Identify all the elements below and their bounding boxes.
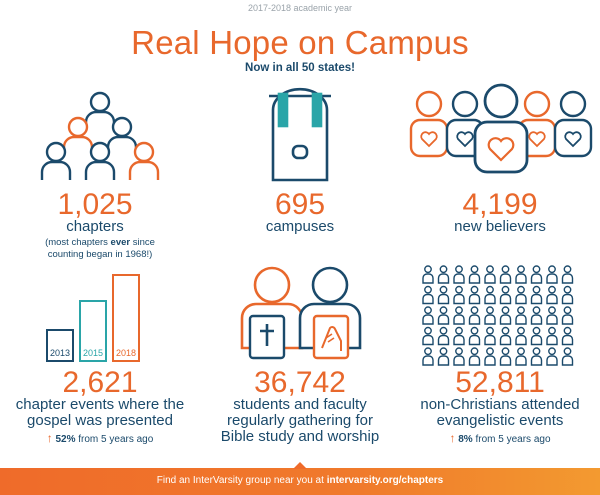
crowd-person-icon (561, 347, 574, 366)
crowd-person-icon (453, 265, 465, 284)
crowd-person-icon (468, 285, 481, 305)
crowd-person-icon (499, 306, 512, 325)
crowd-person-icon (484, 306, 496, 325)
believers-label: new believers (454, 218, 546, 235)
crowd-person-icon (484, 326, 496, 346)
backpack-icon (269, 87, 331, 182)
bar-label-2018: 2018 (115, 348, 137, 358)
crowd-person-icon (484, 285, 496, 305)
footer-notch (293, 462, 307, 469)
crowd-person-icon (484, 347, 496, 366)
people-group-icon (40, 91, 160, 180)
crowd-person-icon (453, 347, 465, 366)
bar-2015: 2015 (79, 300, 107, 362)
bar-label-2013: 2013 (49, 348, 71, 358)
crowd-person-icon (437, 326, 450, 346)
crowd-person-icon (437, 306, 450, 325)
chapters-count: 1,025 (57, 188, 133, 221)
crowd-person-icon (422, 347, 434, 366)
academic-year: 2017-2018 academic year (247, 3, 353, 13)
students-label-line3: Bible study and worship (220, 428, 380, 445)
crowd-person-icon (468, 347, 481, 366)
footer-text: Find an InterVarsity group near you at i… (156, 475, 444, 486)
crowd-person-icon (515, 326, 527, 346)
students-label-line1: students and faculty (233, 396, 367, 413)
bible-praying-hands-icon (240, 266, 362, 360)
crowd-icon (422, 265, 574, 366)
events-count: 2,621 (62, 366, 138, 399)
heart-people-icon (409, 83, 593, 174)
crowd-person-icon (437, 265, 450, 284)
crowd-person-icon (515, 306, 527, 325)
crowd-person-icon (468, 326, 481, 346)
crowd-person-icon (499, 265, 512, 284)
nonchristians-label-line2: evangelistic events (436, 412, 564, 429)
crowd-person-icon (453, 326, 465, 346)
crowd-person-icon (546, 306, 558, 325)
crowd-person-icon (530, 265, 543, 284)
crowd-person-icon (546, 265, 558, 284)
crowd-person-icon (530, 347, 543, 366)
chapters-note-line2: counting began in 1968!) (47, 249, 153, 260)
crowd-person-icon (546, 326, 558, 346)
crowd-person-icon (561, 326, 574, 346)
chapters-note: (most chapters ever since (45, 237, 155, 248)
crowd-person-icon (422, 306, 434, 325)
chapters-label: chapters (66, 218, 124, 235)
crowd-person-icon (468, 265, 481, 284)
crowd-person-icon (515, 285, 527, 305)
crowd-person-icon (484, 265, 496, 284)
up-arrow-icon: ↑ (449, 431, 456, 445)
crowd-person-icon (422, 285, 434, 305)
bar-label-2015: 2015 (82, 348, 104, 358)
nonchristians-label-line1: non-Christians attended (420, 396, 580, 413)
crowd-person-icon (546, 347, 558, 366)
crowd-person-icon (515, 265, 527, 284)
events-change: ↑ 52% from 5 years ago (46, 431, 154, 445)
events-label-line2: gospel was presented (27, 412, 173, 429)
crowd-person-icon (499, 285, 512, 305)
crowd-person-icon (437, 285, 450, 305)
up-arrow-icon: ↑ (46, 431, 53, 445)
crowd-person-icon (530, 326, 543, 346)
crowd-person-icon (499, 326, 512, 346)
crowd-person-icon (530, 285, 543, 305)
crowd-person-icon (453, 306, 465, 325)
campuses-label: campuses (265, 218, 335, 235)
crowd-person-icon (499, 347, 512, 366)
crowd-person-icon (530, 306, 543, 325)
crowd-person-icon (561, 285, 574, 305)
bar-2018: 2018 (112, 274, 140, 362)
events-bar-chart: 2013 2015 2018 (46, 272, 156, 362)
students-label-line2: regularly gathering for (227, 412, 373, 429)
crowd-person-icon (468, 306, 481, 325)
footer-banner: Find an InterVarsity group near you at i… (0, 462, 600, 495)
nonchristians-change: ↑ 8% from 5 years ago (449, 431, 551, 445)
chapters-link[interactable]: intervarsity.org/chapters (326, 475, 444, 486)
crowd-person-icon (561, 306, 574, 325)
bar-2013: 2013 (46, 329, 74, 362)
crowd-person-icon (422, 326, 434, 346)
crowd-person-icon (546, 285, 558, 305)
crowd-person-icon (422, 265, 434, 284)
page-title: Real Hope on Campus (131, 24, 469, 61)
nonchristians-count: 52,811 (455, 366, 545, 399)
page-subtitle: Now in all 50 states! (245, 62, 355, 74)
crowd-person-icon (437, 347, 450, 366)
crowd-person-icon (515, 347, 527, 366)
believers-count: 4,199 (462, 188, 538, 221)
crowd-person-icon (561, 265, 574, 284)
crowd-person-icon (453, 285, 465, 305)
students-count: 36,742 (254, 366, 346, 399)
events-label-line1: chapter events where the (15, 396, 185, 413)
campuses-count: 695 (274, 188, 326, 221)
